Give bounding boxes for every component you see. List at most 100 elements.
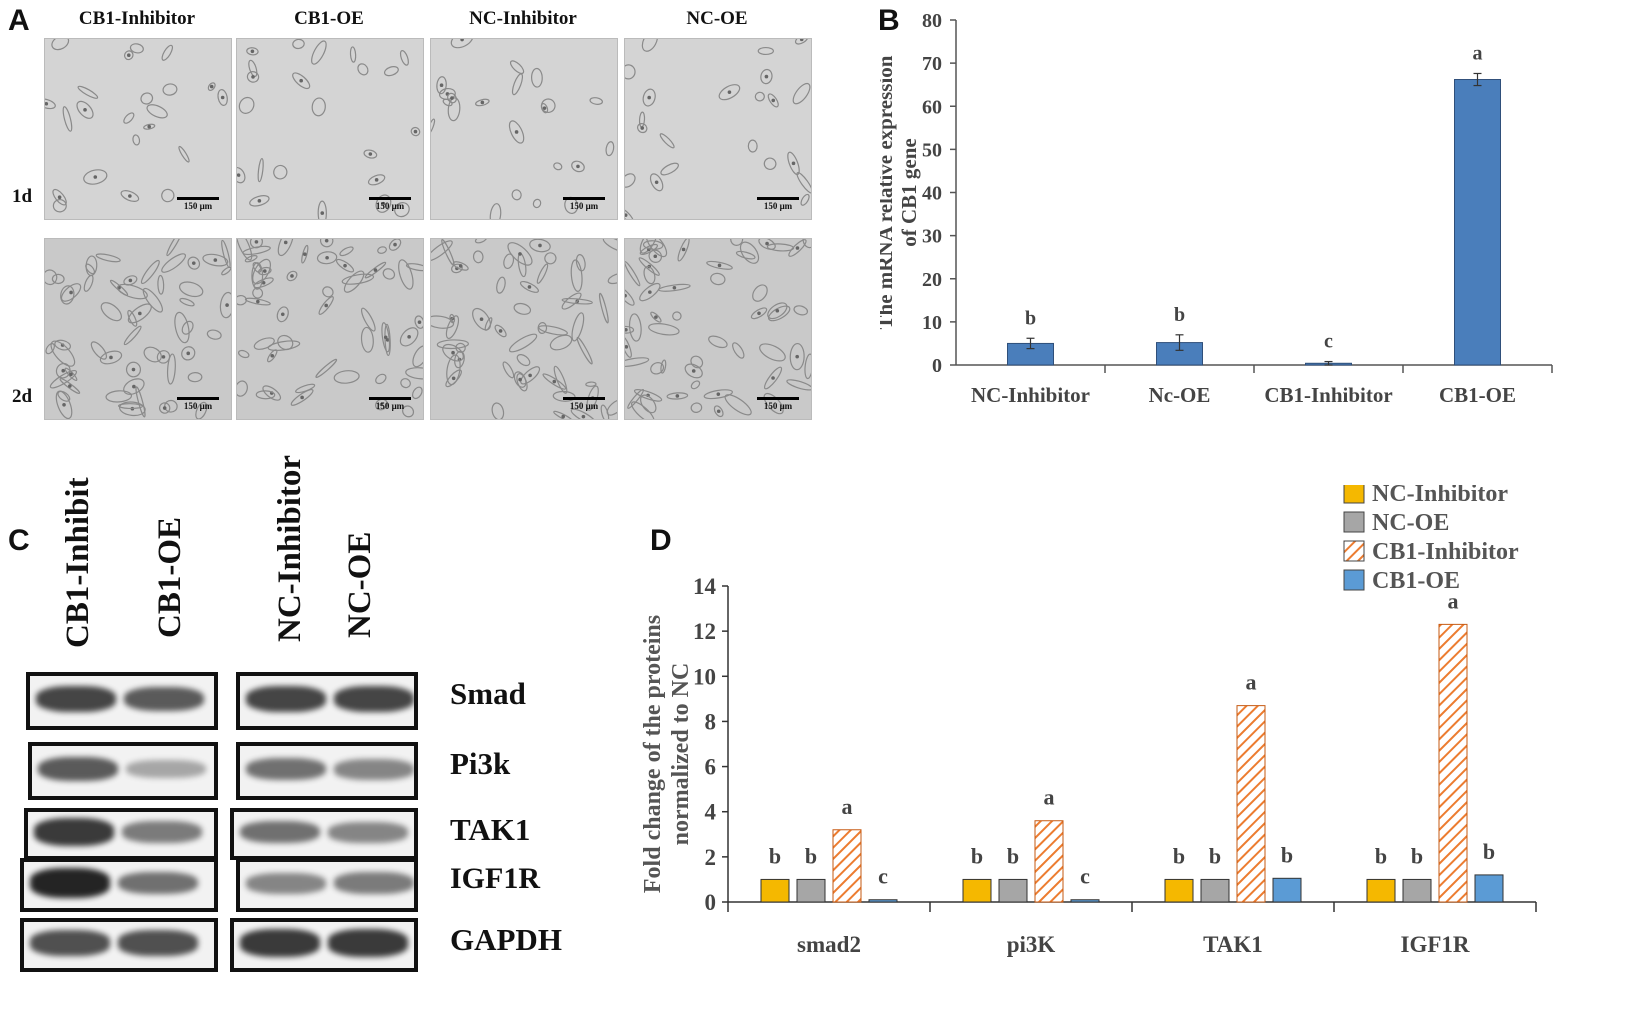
cell-outline bbox=[600, 404, 610, 419]
cell-outline bbox=[732, 342, 745, 359]
cell-nucleus bbox=[128, 194, 132, 198]
scale-bar-label: 150 μm bbox=[569, 201, 599, 211]
cell-outline bbox=[447, 92, 457, 104]
cell-nucleus bbox=[653, 254, 658, 259]
bar bbox=[1236, 705, 1266, 903]
legend-swatch bbox=[1343, 569, 1365, 591]
cell-outline bbox=[575, 254, 586, 272]
cell-nucleus bbox=[625, 327, 628, 332]
scale-bar-line bbox=[177, 197, 219, 200]
cell-outline bbox=[690, 355, 704, 369]
cell-outline bbox=[187, 372, 203, 383]
cell-outline bbox=[181, 346, 196, 361]
cell-outline bbox=[585, 381, 597, 387]
y-axis-label-line1: Fold change of the proteins bbox=[640, 615, 666, 893]
cell-nucleus bbox=[717, 263, 722, 268]
significance-letter: b bbox=[805, 843, 817, 868]
cell-outline bbox=[472, 250, 484, 264]
cell-nucleus bbox=[451, 350, 455, 355]
cell-nucleus bbox=[256, 299, 260, 304]
cell-outline bbox=[690, 380, 701, 390]
cell-outline bbox=[118, 403, 144, 410]
cell-nucleus bbox=[109, 355, 113, 360]
y-tick-label: 0 bbox=[705, 890, 717, 915]
cell-outline bbox=[625, 325, 635, 334]
cell-nucleus bbox=[625, 345, 629, 349]
cell-outline bbox=[322, 286, 334, 298]
cell-outline bbox=[724, 394, 752, 416]
lane-label: NC-Inhibitor bbox=[272, 454, 308, 642]
y-tick-label: 10 bbox=[922, 312, 942, 334]
cell-outline bbox=[789, 342, 805, 371]
cell-outline bbox=[531, 67, 543, 88]
cell-outline bbox=[341, 273, 375, 285]
x-tick-label: Nc-OE bbox=[1149, 383, 1211, 407]
x-tick-label: CB1-Inhibitor bbox=[1264, 383, 1392, 407]
bar bbox=[998, 878, 1028, 903]
cell-outline bbox=[132, 134, 141, 146]
legend-label: NC-OE bbox=[1372, 510, 1449, 536]
cell-outline bbox=[540, 98, 556, 114]
bar bbox=[1438, 623, 1468, 903]
y-axis-label-line1: The mRNA relative expression bbox=[880, 55, 897, 329]
cell-nucleus bbox=[280, 312, 285, 317]
y-tick-label: 10 bbox=[693, 664, 716, 689]
cell-nucleus bbox=[237, 173, 241, 177]
cell-outline bbox=[519, 280, 539, 293]
cell-outline bbox=[607, 273, 617, 285]
protein-band bbox=[240, 929, 320, 957]
cell-outline bbox=[244, 255, 258, 263]
cell-outline bbox=[450, 39, 474, 49]
cell-outline bbox=[267, 340, 301, 352]
cell-outline bbox=[625, 335, 632, 358]
cell-outline bbox=[161, 44, 174, 61]
x-tick-label: TAK1 bbox=[1203, 932, 1263, 957]
scale-bar-label: 150 μm bbox=[375, 401, 405, 411]
x-tick-label: NC-Inhibitor bbox=[971, 383, 1090, 407]
cell-outline bbox=[757, 46, 775, 56]
significance-letter: a bbox=[1448, 588, 1459, 613]
cell-nucleus bbox=[648, 290, 652, 294]
y-tick-label: 6 bbox=[705, 755, 717, 780]
significance-letter: b bbox=[1174, 304, 1185, 326]
cell-outline bbox=[672, 311, 682, 321]
cell-nucleus bbox=[458, 264, 463, 268]
cell-nucleus bbox=[479, 317, 484, 321]
cell-outline bbox=[267, 349, 278, 363]
protein-band bbox=[246, 685, 326, 713]
cell-outline bbox=[474, 239, 488, 244]
cell-nucleus bbox=[675, 394, 680, 398]
cell-texture bbox=[625, 239, 811, 419]
cell-outline bbox=[713, 405, 724, 418]
cell-outline bbox=[529, 239, 551, 253]
x-tick-label: IGF1R bbox=[1401, 932, 1470, 957]
cell-outline bbox=[257, 266, 272, 276]
cell-outline bbox=[589, 97, 603, 105]
scale-bar-label: 150 μm bbox=[183, 401, 213, 411]
panel-b-bar-chart: 0 10 20 30 40 50 60 70 80 b NC-Inhibitor b Nc-OE c CB1… bbox=[880, 10, 1553, 407]
bar bbox=[796, 878, 826, 903]
scale-bar-label: 150 μm bbox=[183, 201, 213, 211]
cell-outline bbox=[335, 258, 355, 273]
cell-nucleus bbox=[325, 255, 329, 260]
cell-outline bbox=[794, 39, 809, 45]
cell-nucleus bbox=[93, 175, 98, 179]
cell-outline bbox=[252, 262, 262, 273]
bar bbox=[1164, 878, 1194, 903]
cell-nucleus bbox=[320, 211, 325, 215]
cell-outline bbox=[786, 379, 811, 391]
protein-band bbox=[124, 686, 204, 712]
cell-outline bbox=[357, 63, 369, 76]
cell-nucleus bbox=[68, 384, 72, 388]
cell-outline bbox=[246, 47, 259, 56]
cell-nucleus bbox=[654, 180, 659, 185]
micrograph-image: 150 μm bbox=[430, 38, 618, 220]
cell-outline bbox=[388, 239, 402, 251]
cell-outline bbox=[787, 151, 800, 176]
blot-membrane bbox=[236, 742, 418, 800]
significance-letter: c bbox=[1324, 331, 1333, 353]
cell-outline bbox=[195, 401, 208, 419]
cell-outline bbox=[625, 173, 636, 188]
cell-outline bbox=[161, 188, 175, 203]
